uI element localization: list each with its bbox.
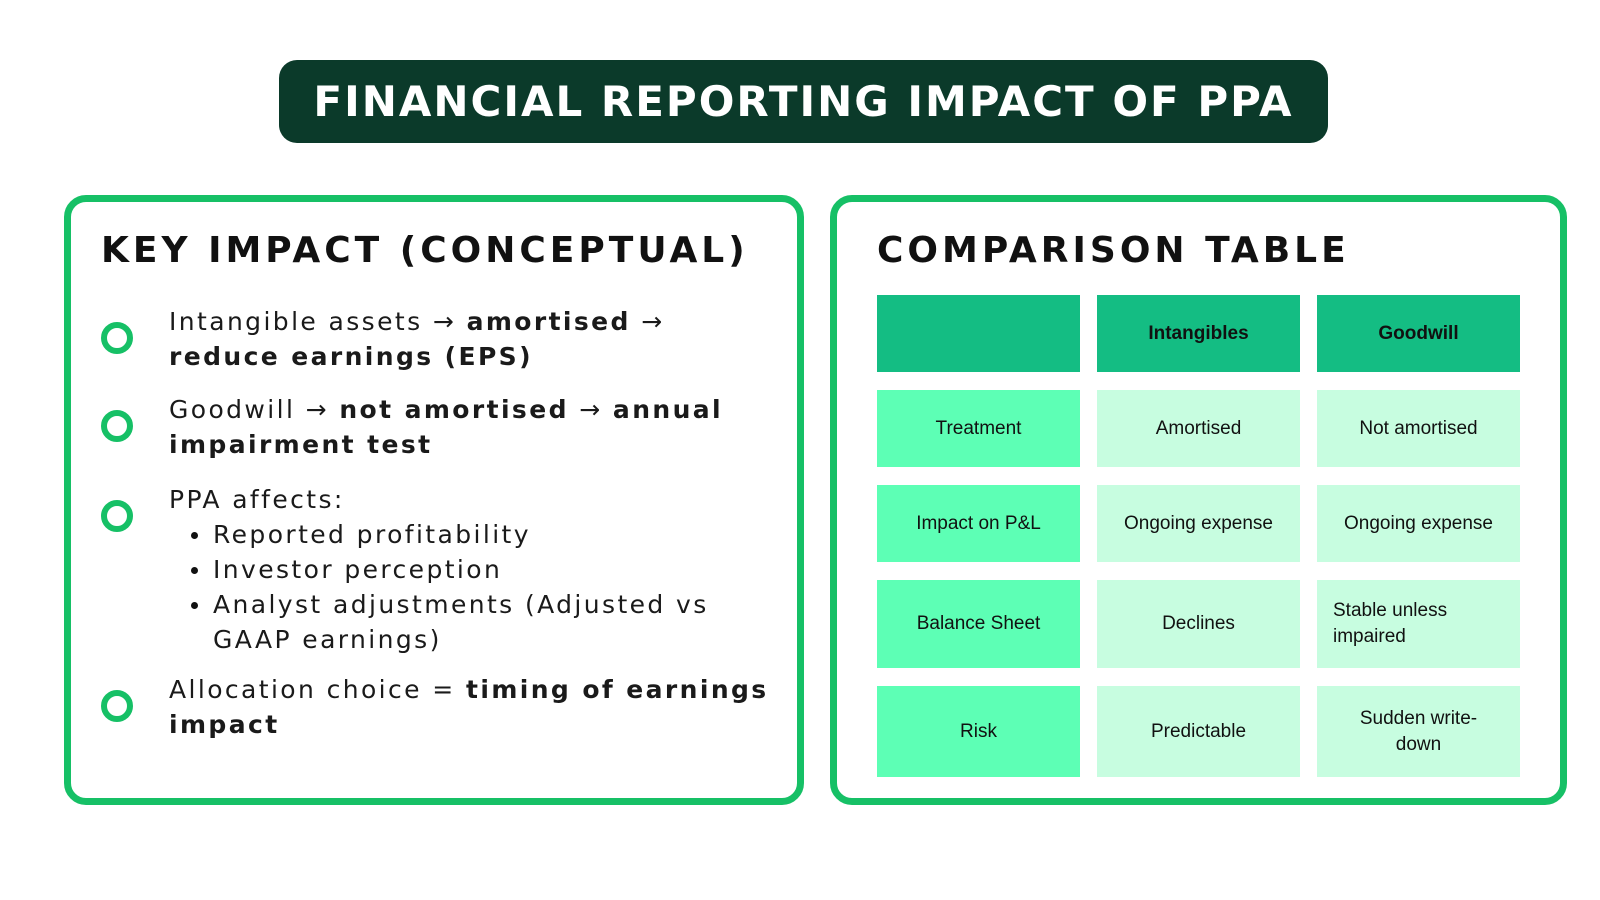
row-label-balance-sheet: Balance Sheet <box>877 580 1080 668</box>
table-cell: Ongoing expense <box>1317 485 1520 562</box>
title-banner: FINANCIAL REPORTING IMPACT OF PPA <box>279 60 1328 143</box>
table-header-intangibles: Intangibles <box>1097 295 1300 372</box>
table-cell: Amortised <box>1097 390 1300 467</box>
impact-point-text: Intangible assets → amortised → reduce e… <box>169 307 665 371</box>
comparison-heading: COMPARISON TABLE <box>877 230 1350 271</box>
table-cell: Stable unless impaired <box>1317 580 1520 668</box>
table-header-empty <box>877 295 1080 372</box>
circle-bullet-icon <box>101 410 133 442</box>
circle-bullet-icon <box>101 322 133 354</box>
list-item: Reported profitability <box>191 517 781 552</box>
row-label-treatment: Treatment <box>877 390 1080 467</box>
row-label-risk: Risk <box>877 686 1080 777</box>
table-header-goodwill: Goodwill <box>1317 295 1520 372</box>
table-cell: Not amortised <box>1317 390 1520 467</box>
row-label-impact-pl: Impact on P&L <box>877 485 1080 562</box>
impact-point-text: Allocation choice = timing of earnings i… <box>169 675 769 739</box>
list-item: Investor perception <box>191 552 781 587</box>
key-impact-heading: KEY IMPACT (CONCEPTUAL) <box>101 230 749 271</box>
list-item: Analyst adjustments (Adjusted vs GAAP ea… <box>191 587 781 657</box>
circle-bullet-icon <box>101 500 133 532</box>
table-cell: Predictable <box>1097 686 1300 777</box>
impact-point-text: Goodwill → not amortised → annual impair… <box>169 395 724 459</box>
impact-point-ppa-affects: PPA affects: Reported profitability Inve… <box>101 482 781 657</box>
ppa-affects-list: Reported profitability Investor percepti… <box>169 517 781 657</box>
table-cell: Declines <box>1097 580 1300 668</box>
page-title: FINANCIAL REPORTING IMPACT OF PPA <box>313 77 1294 126</box>
table-cell: Sudden write-down <box>1317 686 1520 777</box>
table-cell: Ongoing expense <box>1097 485 1300 562</box>
key-impact-card: KEY IMPACT (CONCEPTUAL) Intangible asset… <box>64 195 804 805</box>
comparison-card: COMPARISON TABLE Intangibles Goodwill Tr… <box>830 195 1567 805</box>
circle-bullet-icon <box>101 690 133 722</box>
impact-point-allocation: Allocation choice = timing of earnings i… <box>101 672 781 742</box>
impact-point-intangibles: Intangible assets → amortised → reduce e… <box>101 304 781 374</box>
impact-point-goodwill: Goodwill → not amortised → annual impair… <box>101 392 781 462</box>
impact-point-text: PPA affects: Reported profitability Inve… <box>169 482 781 657</box>
